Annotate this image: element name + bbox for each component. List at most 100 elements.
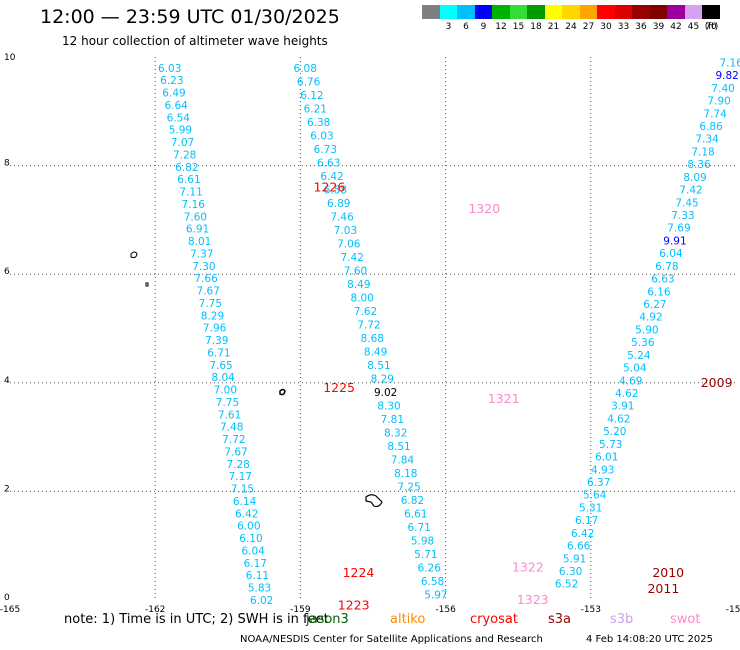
legend-label: 21 (547, 22, 560, 32)
wave-height-value: 8.09 (683, 172, 706, 184)
wave-height-value: 7.28 (173, 149, 196, 161)
mission-label: swot (670, 612, 701, 627)
y-tick-label: 8 (4, 159, 10, 169)
wave-height-value: 8.51 (367, 360, 390, 372)
pass-label: 1226 (314, 179, 346, 194)
wave-height-value: 6.89 (327, 198, 350, 210)
wave-height-value: 4.92 (639, 312, 662, 324)
wave-height-value: 6.04 (241, 545, 265, 557)
wave-height-value: 8.49 (347, 279, 370, 291)
legend-swatch (649, 5, 667, 19)
wave-height-value: 7.25 (397, 482, 420, 494)
wave-height-value: 9.82 (715, 70, 738, 82)
legend-swatch (457, 5, 475, 19)
wave-height-value: 5.20 (603, 426, 626, 438)
legend-swatch (527, 5, 545, 19)
wave-height-value: 5.71 (414, 549, 437, 561)
credit-text: NOAA/NESDIS Center for Satellite Applica… (240, 634, 543, 645)
wave-height-value: 6.42 (235, 508, 258, 520)
wave-height-value: 6.37 (587, 477, 610, 489)
wave-height-value: 7.45 (675, 197, 698, 209)
wave-height-value: 6.14 (233, 496, 257, 508)
wave-height-value: 4.93 (591, 464, 614, 476)
legend-label: 27 (582, 22, 595, 32)
wave-height-value: 6.78 (655, 261, 678, 273)
pass-label: 1321 (488, 391, 520, 406)
pass-label: 1322 (512, 559, 544, 574)
legend-swatch (474, 5, 492, 19)
legend-label: 39 (652, 22, 665, 32)
legend-label: 12 (495, 22, 507, 32)
legend-swatch (579, 5, 597, 19)
legend-label: 24 (565, 22, 577, 32)
wave-height-value: 6.86 (699, 121, 723, 133)
wave-height-value: 5.97 (424, 590, 447, 602)
pass-label: 1225 (323, 380, 355, 395)
legend-swatch (597, 5, 615, 19)
wave-height-value: 6.12 (300, 90, 323, 102)
wave-height-value: 6.76 (297, 76, 321, 88)
wave-height-value: 5.36 (631, 337, 655, 349)
wave-height-value: 7.72 (222, 434, 245, 446)
wave-height-value: 6.11 (246, 570, 269, 582)
wave-height-value: 7.67 (224, 446, 247, 458)
wave-height-value: 7.84 (391, 455, 415, 467)
wave-height-value: 8.36 (687, 159, 711, 171)
wave-height-value: 6.42 (571, 528, 594, 540)
legend-swatch (492, 5, 510, 19)
wave-height-value: 7.34 (695, 134, 719, 146)
legend-label: 9 (480, 22, 487, 32)
legend-label: 15 (512, 22, 525, 32)
wave-height-value: 6.63 (651, 274, 674, 286)
wave-height-value: 7.16 (182, 199, 206, 211)
wave-height-value: 6.61 (177, 174, 200, 186)
island-outline (365, 494, 383, 508)
wave-height-value: 8.00 (351, 292, 374, 304)
wave-height-value: 6.63 (317, 157, 340, 169)
wave-height-value: 7.42 (679, 185, 702, 197)
wave-height-value: 8.04 (211, 372, 235, 384)
wave-height-value: 6.21 (304, 103, 327, 115)
wave-height-value: 6.71 (207, 347, 230, 359)
legend-label: 30 (600, 22, 612, 32)
wave-height-value: 6.08 (294, 63, 317, 75)
wave-height-value: 7.03 (334, 225, 357, 237)
legend-label: 42 (670, 22, 682, 32)
wave-height-value: 7.28 (226, 459, 249, 471)
mission-label: s3a (548, 612, 572, 627)
wave-height-value: 6.03 (310, 130, 333, 142)
legend-swatch (562, 5, 580, 19)
wave-height-value: 6.26 (418, 563, 442, 575)
wave-height-value: 6.82 (401, 495, 424, 507)
legend-label: 6 (463, 22, 469, 32)
island-outline (130, 251, 138, 259)
x-tick-label: -156 (435, 605, 456, 615)
wave-height-value: 7.65 (209, 360, 232, 372)
legend-label: 45 (687, 22, 700, 32)
mission-label: jason3 (306, 612, 349, 627)
wave-height-value: 7.75 (216, 397, 239, 409)
wave-height-value: 7.74 (703, 108, 727, 120)
wave-height-value: 7.00 (214, 385, 237, 397)
wave-height-value: 7.46 (330, 211, 354, 223)
wave-height-value: 8.32 (384, 428, 407, 440)
legend-swatch (632, 5, 650, 19)
wave-height-value: 8.51 (387, 441, 410, 453)
wave-height-value: 8.18 (394, 468, 417, 480)
island-outline (279, 388, 286, 396)
wave-height-value: 6.61 (404, 509, 427, 521)
wave-height-value: 6.17 (575, 515, 598, 527)
wave-height-value: 5.99 (169, 125, 192, 137)
legend-label: 36 (635, 22, 647, 32)
wave-height-value: 5.91 (563, 553, 586, 565)
wave-height-value: 7.06 (337, 238, 361, 250)
pass-label: 2009 (701, 375, 733, 390)
mission-label: s3b (610, 612, 634, 627)
wave-height-value: 5.04 (623, 363, 647, 375)
x-tick-label: -150 (726, 605, 740, 615)
wave-height-value: 5.90 (635, 324, 658, 336)
page-subtitle: 12 hour collection of altimeter wave hei… (62, 34, 328, 48)
x-tick-label: -162 (145, 605, 165, 615)
wave-height-value: 7.37 (190, 248, 213, 260)
wave-height-value: 3.91 (611, 401, 634, 413)
